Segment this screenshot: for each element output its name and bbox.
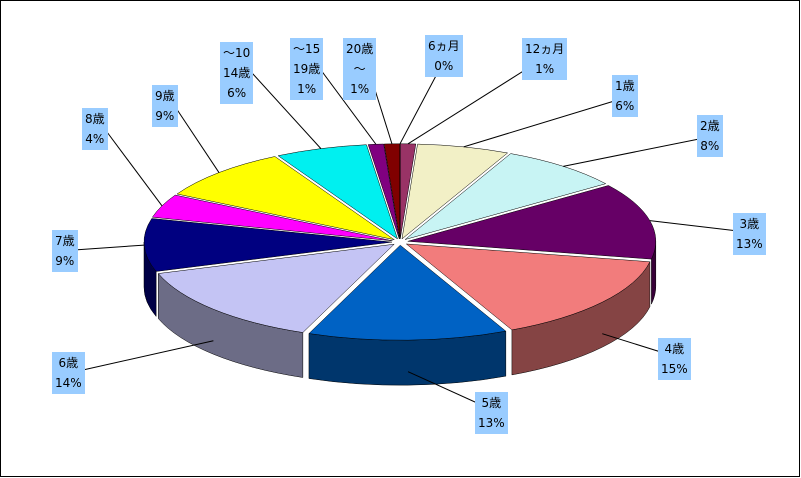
label-category: 6ヵ月	[428, 39, 460, 53]
slice	[383, 143, 400, 239]
label-category: 5歳	[481, 396, 502, 410]
data-label: 7歳 9%	[52, 230, 78, 272]
data-label: ～15 19歳 1%	[290, 38, 324, 100]
label-category: 20歳 ～	[346, 42, 374, 76]
label-category: 7歳	[55, 234, 75, 248]
leader-line	[103, 127, 163, 207]
label-value: 0%	[434, 59, 454, 73]
label-category: 9歳	[155, 89, 175, 103]
label-value: 9%	[55, 254, 75, 268]
label-category: 12ヵ月	[525, 42, 565, 56]
leader-line	[73, 340, 214, 373]
label-value: 8%	[700, 139, 720, 153]
label-value: 6%	[615, 99, 635, 113]
leader-line	[73, 244, 145, 251]
data-label: 9歳 9%	[152, 85, 178, 127]
label-value: 1%	[297, 82, 317, 96]
label-value: 1%	[535, 62, 555, 76]
slice	[143, 218, 393, 272]
leader-line	[173, 104, 220, 173]
label-value: 15%	[661, 362, 688, 376]
data-label: 4歳 15%	[658, 338, 691, 380]
label-value: 13%	[478, 416, 505, 430]
label-category: ～10 14歳	[223, 46, 251, 80]
leader-line	[463, 94, 635, 148]
label-category: 2歳	[700, 119, 720, 133]
leader-line	[563, 134, 720, 167]
data-label: 3歳 13%	[733, 213, 766, 255]
data-label: 20歳 ～ 1%	[343, 38, 377, 100]
data-label: 6ヵ月 0%	[425, 35, 463, 77]
label-value: 13%	[736, 237, 763, 251]
data-label: ～10 14歳 6%	[220, 42, 254, 104]
label-category: 8歳	[85, 112, 105, 126]
slice	[176, 156, 395, 240]
data-label: 8歳 4%	[82, 108, 108, 150]
data-label: 6歳 14%	[52, 352, 85, 394]
data-label: 12ヵ月 1%	[522, 38, 568, 80]
label-category: 3歳	[739, 217, 760, 231]
label-category: ～15 19歳	[293, 42, 321, 76]
label-category: 6歳	[58, 356, 79, 370]
slice	[151, 194, 393, 242]
leader-line	[407, 57, 545, 145]
label-category: 4歳	[664, 342, 685, 356]
leader-line	[241, 61, 322, 149]
label-value: 4%	[85, 132, 105, 146]
label-category: 1歳	[615, 79, 635, 93]
data-label: 1歳 6%	[612, 75, 638, 117]
label-value: 1%	[350, 82, 370, 96]
data-label: 5歳 13%	[475, 392, 508, 434]
slice	[308, 244, 507, 341]
slice	[157, 243, 395, 333]
data-label: 2歳 8%	[697, 115, 723, 157]
slice	[405, 243, 651, 331]
label-value: 6%	[227, 86, 247, 100]
label-value: 14%	[55, 376, 82, 390]
label-value: 9%	[155, 109, 175, 123]
